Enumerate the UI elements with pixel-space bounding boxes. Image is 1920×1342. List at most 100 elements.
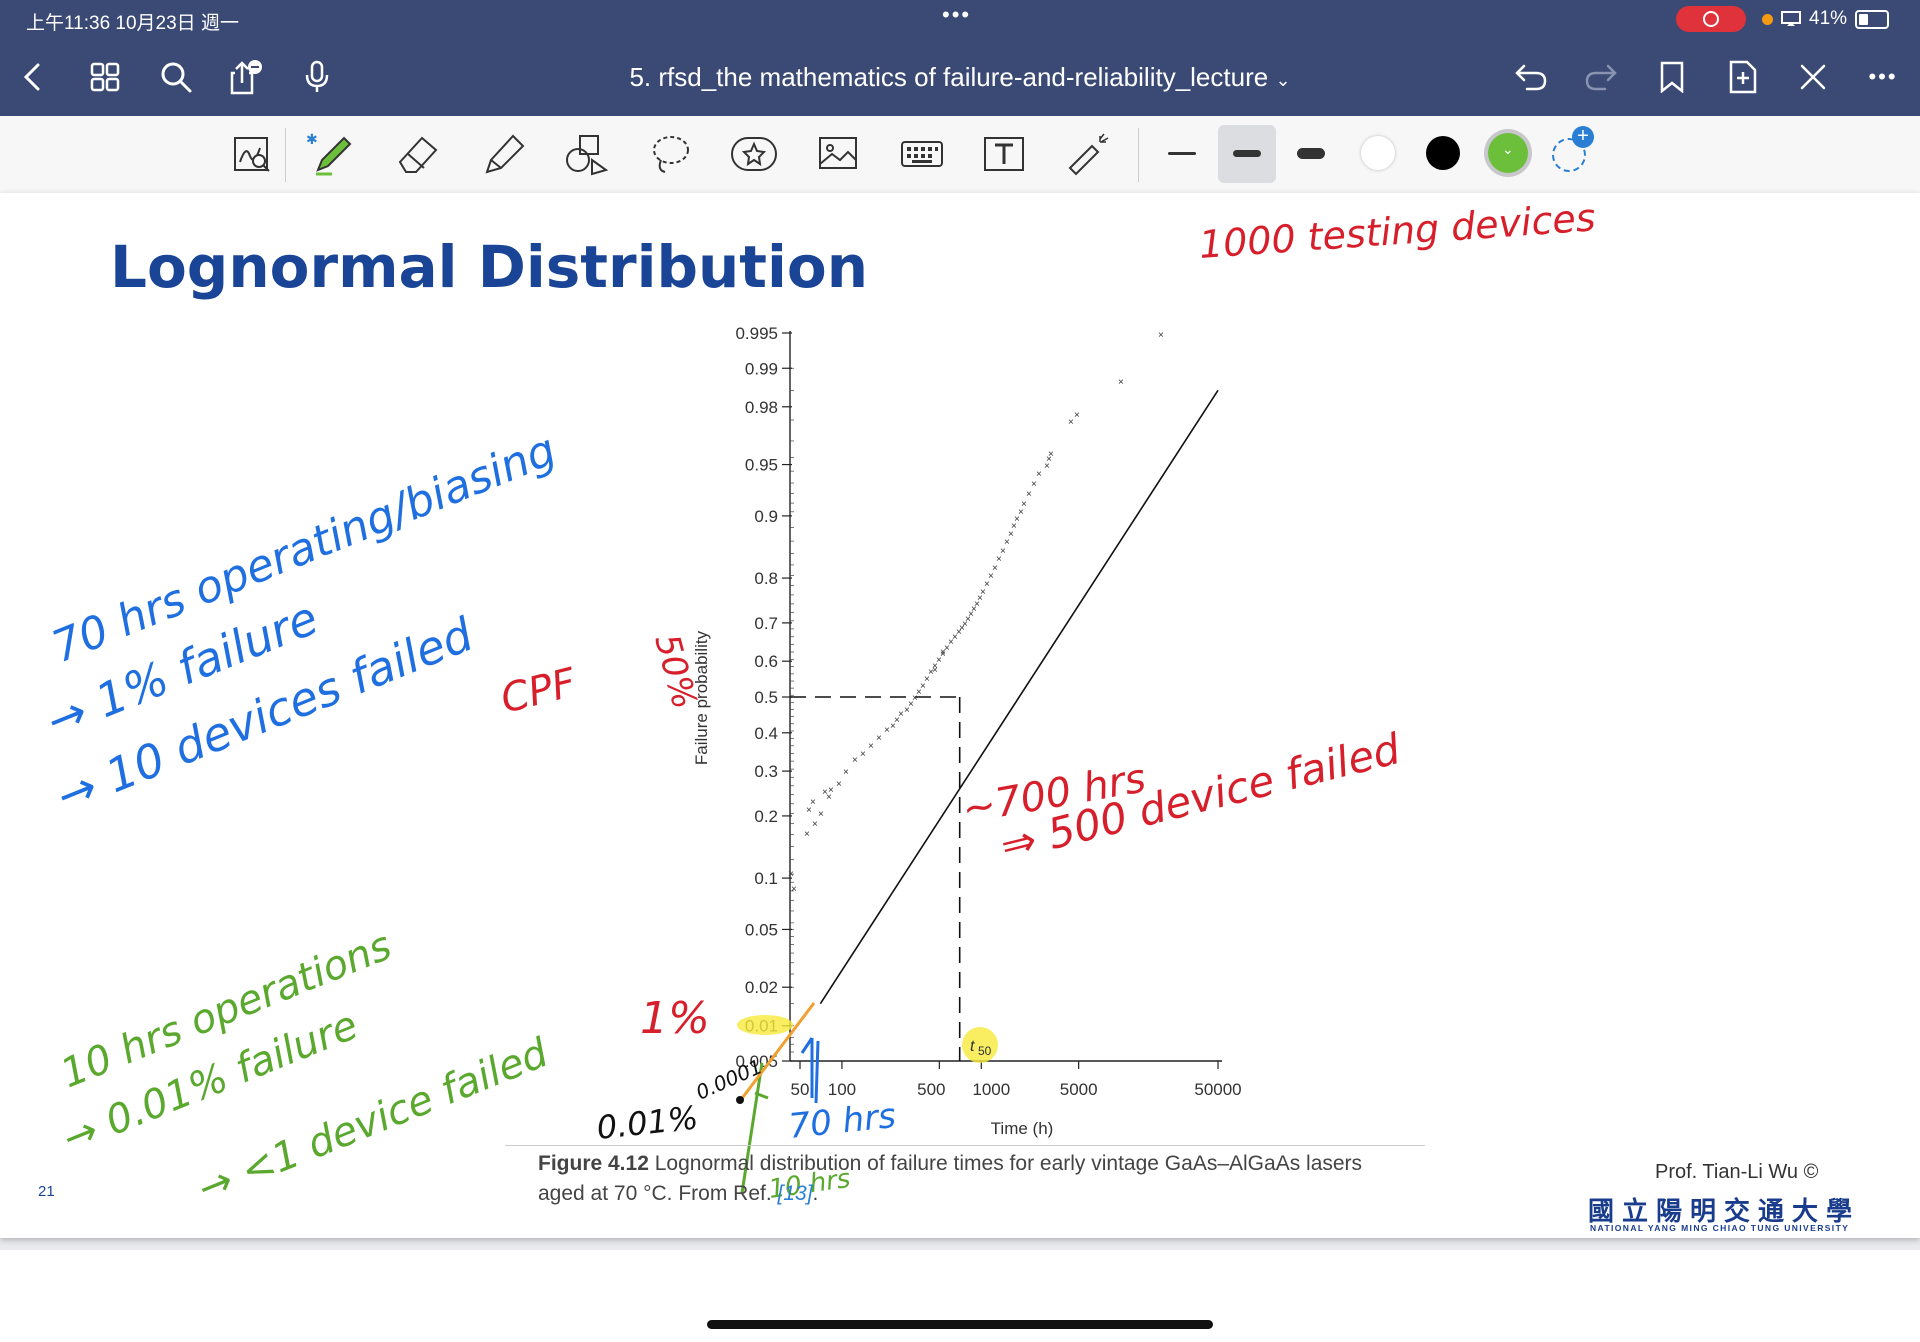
undo-icon <box>1515 64 1547 91</box>
eraser-tool[interactable] <box>392 130 444 178</box>
laser-pointer-tool[interactable] <box>1062 130 1114 178</box>
pen-cross-icon <box>1800 64 1826 90</box>
screen-recording-icon[interactable] <box>1676 6 1746 32</box>
add-color-button[interactable]: + <box>1552 126 1594 172</box>
plus-icon: + <box>1572 126 1594 148</box>
data-point-marker: × <box>1026 489 1032 500</box>
data-point-marker: × <box>956 627 962 638</box>
data-point-marker: × <box>1004 537 1010 548</box>
keyboard-tool[interactable] <box>896 130 948 178</box>
color-swatch-white[interactable] <box>1361 136 1395 170</box>
pen-tool[interactable]: ✱ <box>304 130 356 178</box>
add-page-button[interactable] <box>1722 56 1764 98</box>
t50-label: t <box>970 1038 975 1055</box>
thumbnails-button[interactable] <box>84 56 126 98</box>
data-point-marker: × <box>806 805 812 816</box>
stroke-thick-icon <box>1297 148 1325 159</box>
chevron-left-icon <box>23 63 40 91</box>
color-swatch-green[interactable]: ⌄ <box>1488 133 1528 173</box>
data-point-marker: × <box>948 637 954 648</box>
toolbar-divider <box>285 128 286 182</box>
y-tick-label: 0.05 <box>745 920 778 939</box>
redo-button[interactable] <box>1580 56 1622 98</box>
slide-title: Lognormal Distribution <box>110 233 869 301</box>
data-point-marker: × <box>1018 507 1024 518</box>
y-tick-label: 0.02 <box>745 978 778 997</box>
microphone-button[interactable] <box>296 56 338 98</box>
data-point-marker: × <box>1021 499 1027 510</box>
data-point-marker: × <box>984 579 990 590</box>
data-point-marker: × <box>932 661 938 672</box>
lasso-icon <box>653 136 689 173</box>
stroke-thin-option[interactable] <box>1156 130 1208 178</box>
data-point-marker: × <box>988 571 994 582</box>
x-tick-label: 100 <box>828 1080 856 1099</box>
y-tick-label: 0.6 <box>754 652 778 671</box>
add-page-icon <box>1729 60 1757 94</box>
data-point-marker: × <box>1011 521 1017 532</box>
data-point-marker: × <box>920 681 926 692</box>
bookmark-button[interactable] <box>1651 56 1693 98</box>
data-point-marker: × <box>952 632 958 643</box>
share-button[interactable] <box>224 56 266 98</box>
svg-text:✱: ✱ <box>306 131 318 147</box>
university-logo-subtext: NATIONAL YANG MING CHIAO TUNG UNIVERSITY <box>1590 1223 1850 1233</box>
caption-end: . <box>812 1182 819 1205</box>
keyboard-icon <box>901 141 943 167</box>
data-point-marker: × <box>1068 417 1074 428</box>
y-tick-label: 0.7 <box>754 614 778 633</box>
pen-icon: ✱ <box>306 131 352 176</box>
annotation-black-dot <box>736 1096 744 1104</box>
data-point-marker: × <box>968 609 974 620</box>
y-tick-label: 0.99 <box>745 359 778 378</box>
stroke-thin-icon <box>1168 152 1196 155</box>
battery-percent: 41% <box>1809 8 1848 29</box>
undo-button[interactable] <box>1510 56 1552 98</box>
data-point-marker: × <box>890 721 896 732</box>
color-swatch-black[interactable] <box>1426 136 1460 170</box>
laser-pointer-icon <box>1068 133 1109 176</box>
data-point-marker: × <box>860 749 866 760</box>
zoom-lasso-icon <box>234 137 270 172</box>
slide-page[interactable]: Lognormal Distribution 0.995 0.99 0.98 0.95… <box>0 193 1920 1238</box>
data-point-marker: × <box>876 733 882 744</box>
text-box-icon <box>984 137 1024 171</box>
more-button[interactable]: ••• <box>1862 56 1904 98</box>
data-point-marker: × <box>1008 529 1014 540</box>
author-credit: Prof. Tian-Li Wu © <box>1655 1161 1819 1183</box>
highlighter-tool[interactable] <box>477 130 529 178</box>
y-tick-label: 0.4 <box>754 724 778 743</box>
tools-button[interactable] <box>1792 56 1834 98</box>
text-box-tool[interactable] <box>978 130 1030 178</box>
shapes-tool[interactable] <box>560 130 612 178</box>
data-point-marker: × <box>868 741 874 752</box>
screen-mirror-icon <box>1781 11 1801 26</box>
x-axis-title: Time (h) <box>991 1119 1054 1138</box>
y-tick-label: 0.2 <box>754 807 778 826</box>
stroke-medium-option[interactable] <box>1218 125 1276 183</box>
data-point-marker: × <box>940 647 946 658</box>
search-button[interactable] <box>155 56 197 98</box>
more-dots-icon[interactable]: ••• <box>942 2 972 27</box>
annotation-green-stroke <box>740 1062 769 1194</box>
data-point-marker: × <box>916 687 922 698</box>
sticker-tool[interactable] <box>728 130 780 178</box>
document-title[interactable]: 5. rfsd_the mathematics of failure-and-r… <box>629 62 1291 92</box>
caption-label: Figure 4.12 <box>538 1152 649 1175</box>
y-tick-label: 0.995 <box>735 324 778 343</box>
annotation-1000-testing-devices: 1000 testing devices <box>1198 195 1597 267</box>
annotation-toolbar: ✱ ⌄ + <box>0 116 1920 194</box>
data-point-marker: × <box>962 619 968 630</box>
x-tick-label: 5000 <box>1060 1080 1098 1099</box>
back-button[interactable] <box>12 56 54 98</box>
lasso-tool[interactable] <box>645 130 697 178</box>
zoom-lasso-tool[interactable] <box>226 130 278 178</box>
data-point-marker: × <box>936 655 942 666</box>
y-tick-label: 0.1 <box>754 869 778 888</box>
data-point-marker: × <box>1014 514 1020 525</box>
caption-reference-link[interactable]: [13] <box>777 1182 813 1205</box>
stroke-thick-option[interactable] <box>1285 130 1337 178</box>
annotation-cpf: CPF <box>496 660 581 723</box>
y-tick-label: 0.98 <box>745 398 778 417</box>
image-tool[interactable] <box>812 130 864 178</box>
